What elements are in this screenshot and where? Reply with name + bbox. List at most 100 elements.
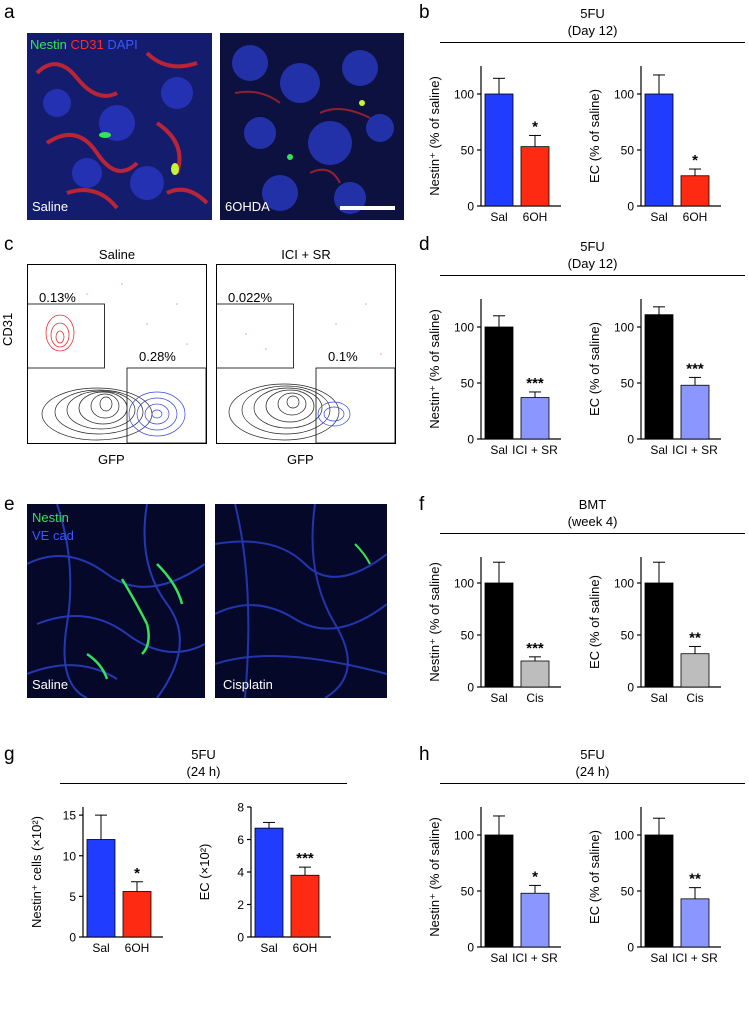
image-label-saline: Saline xyxy=(32,199,69,214)
panel-header-line: 5FU xyxy=(580,6,605,21)
panel-header-line: (Day 12) xyxy=(567,256,618,271)
micrograph-a-6ohda: 6OHDA xyxy=(220,33,404,220)
y-tick-label: 0 xyxy=(627,941,634,955)
bar-ici-sr xyxy=(680,898,710,948)
x-category-label: Cis xyxy=(686,691,703,705)
bar-chart-d-1: Nestin⁺ (% of saline) 0 50 100 Sal *** ICI + S… xyxy=(427,299,561,457)
gate-gfp xyxy=(315,367,396,444)
bar-sal xyxy=(484,582,514,688)
x-category-label: Cis xyxy=(526,691,543,705)
scale-bar xyxy=(340,206,395,210)
image-label-cisplatin: Cisplatin xyxy=(223,677,273,692)
x-category-label: Sal xyxy=(490,951,507,965)
y-tick-label: 50 xyxy=(461,144,475,158)
x-category-label: Sal xyxy=(650,951,667,965)
flow-x-label-saline: GFP xyxy=(98,452,125,467)
y-tick-label: 0 xyxy=(627,681,634,695)
bar-sal xyxy=(86,839,116,938)
bar-6oh xyxy=(680,175,710,207)
y-tick-label: 100 xyxy=(454,88,474,102)
y-tick-label: 6 xyxy=(237,833,244,847)
flow-x-label-ici-sr: GFP xyxy=(287,452,314,467)
bar-chart-h-1: Nestin⁺ (% of saline) 0 50 100 Sal * ICI + SR xyxy=(427,807,561,965)
micrograph-texture xyxy=(220,33,404,220)
panel-header-d: 5FU (Day 12) xyxy=(440,238,745,272)
bar-sal xyxy=(644,93,674,207)
panel-header-line: BMT xyxy=(578,497,607,512)
y-tick-label: 100 xyxy=(614,321,634,335)
y-axis-label: Nestin⁺ cells (×10²) xyxy=(29,816,44,928)
panel-letter-c: c xyxy=(4,234,14,255)
x-category-label: 6OH xyxy=(293,941,318,955)
panel-letter-h: h xyxy=(419,744,430,765)
bar-chart-g-1: Nestin⁺ cells (×10²) 0 5 10 15 Sal * 6OH xyxy=(29,807,163,955)
panel-letter-b: b xyxy=(419,2,430,23)
bar-6oh xyxy=(290,874,320,938)
x-category-label: 6OH xyxy=(683,210,708,224)
legend-nestin: Nestin xyxy=(30,37,67,52)
panel-letter-e: e xyxy=(4,494,15,515)
significance-mark: * xyxy=(532,868,538,885)
micrograph-texture xyxy=(27,33,212,220)
x-category-label: Sal xyxy=(490,210,507,224)
y-tick-label: 15 xyxy=(63,809,77,823)
image-label-saline: Saline xyxy=(32,677,69,692)
panel-header-line: (Day 12) xyxy=(567,23,618,38)
y-tick-label: 5 xyxy=(69,890,76,904)
panel-header-line: (week 4) xyxy=(567,514,618,529)
panel-header-rule xyxy=(440,42,745,43)
bar-sal xyxy=(484,326,514,440)
y-tick-label: 100 xyxy=(614,577,634,591)
panel-header-line: 5FU xyxy=(580,747,605,762)
x-category-label: ICI + SR xyxy=(512,951,558,965)
y-tick-label: 0 xyxy=(467,200,474,214)
y-axis-label: Nestin⁺ (% of saline) xyxy=(427,562,442,682)
y-tick-label: 0 xyxy=(467,433,474,447)
x-category-label: 6OH xyxy=(125,941,150,955)
bar-ici-sr xyxy=(680,384,710,440)
y-tick-label: 0 xyxy=(627,200,634,214)
nestin-cell xyxy=(99,132,111,138)
bar-chart-f-2: EC (% of saline) 0 50 100 Sal ** Cis xyxy=(587,557,721,705)
y-tick-label: 100 xyxy=(454,577,474,591)
y-tick-label: 4 xyxy=(237,866,244,880)
flow-y-label: CD31 xyxy=(0,312,15,346)
legend-dapi: DAPI xyxy=(107,37,138,52)
gate-cd31 xyxy=(216,303,294,369)
gate-right-pct: 0.1% xyxy=(328,349,358,364)
bar-sal xyxy=(644,582,674,688)
significance-mark: ** xyxy=(689,629,701,646)
bar-chart-b-2: EC (% of saline) 0 50 100 Sal * 6OH xyxy=(587,66,721,224)
panel-letter-d: d xyxy=(419,234,430,255)
y-tick-label: 50 xyxy=(621,377,635,391)
bar-sal xyxy=(644,314,674,440)
bar-6oh xyxy=(520,146,550,207)
micrograph-e-saline: Saline xyxy=(27,504,205,698)
y-tick-label: 8 xyxy=(237,801,244,815)
y-tick-label: 0 xyxy=(237,931,244,945)
panel-letter-a: a xyxy=(4,2,15,23)
gate-gfp xyxy=(126,367,207,444)
bar-cis xyxy=(520,660,550,688)
significance-mark: * xyxy=(532,118,538,135)
y-tick-label: 100 xyxy=(454,321,474,335)
bar-ici-sr xyxy=(520,892,550,948)
significance-mark: * xyxy=(692,152,698,169)
micrograph-texture xyxy=(27,504,205,698)
micrograph-a-saline: Saline xyxy=(27,33,212,220)
x-category-label: Sal xyxy=(650,691,667,705)
panel-letter-g: g xyxy=(4,744,15,765)
panel-header-rule xyxy=(440,275,745,276)
bar-cis xyxy=(680,653,710,688)
bar-sal xyxy=(254,827,284,938)
y-axis-label: EC (% of saline) xyxy=(587,575,602,669)
y-tick-label: 50 xyxy=(621,885,635,899)
y-tick-label: 50 xyxy=(461,629,475,643)
panel-header-line: 5FU xyxy=(191,747,216,762)
panel-header-line: (24 h) xyxy=(186,764,221,779)
x-category-label: Sal xyxy=(650,210,667,224)
bar-chart-g-2: EC (×10²) 0 2 4 6 8 Sal *** 6OH xyxy=(197,801,331,955)
x-category-label: Sal xyxy=(92,941,109,955)
legend-vecad: VE cad xyxy=(32,528,74,543)
y-tick-label: 0 xyxy=(467,681,474,695)
